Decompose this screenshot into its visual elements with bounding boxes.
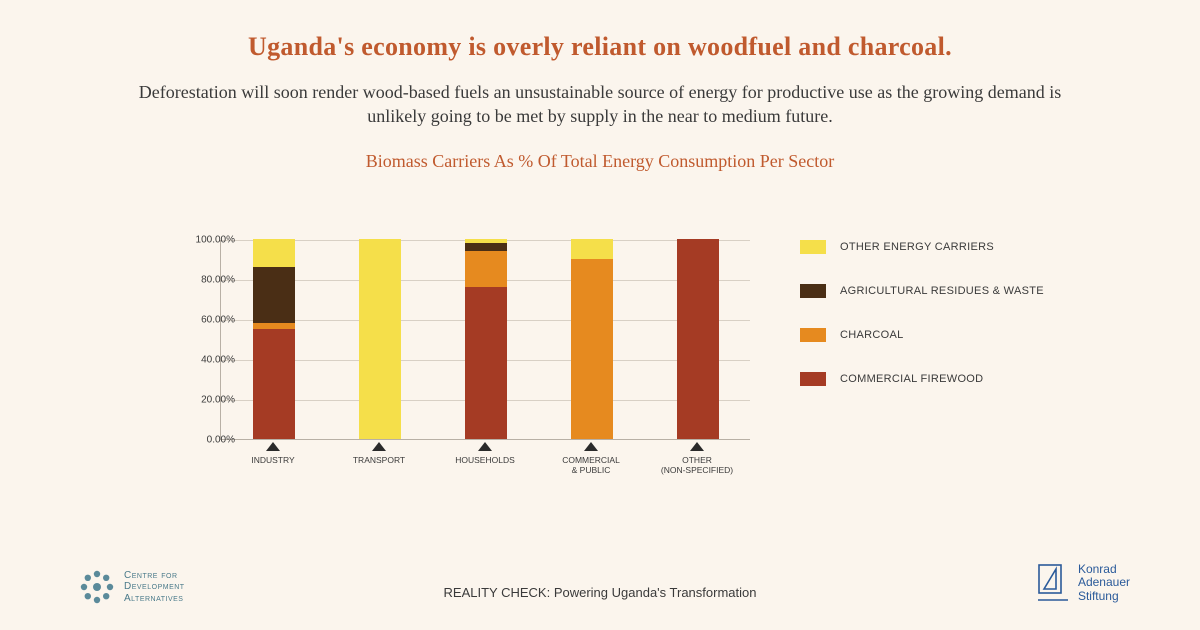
bar-segment — [253, 267, 295, 323]
bar — [253, 239, 295, 439]
x-tick-label: TRANSPORT — [334, 456, 424, 466]
chart: 0.00% 20.00% 40.00% 60.00% 80.00% 100.00% INDU… — [150, 230, 770, 500]
x-tick-marker-icon — [372, 442, 386, 451]
bar-segment — [253, 329, 295, 439]
legend-swatch — [800, 372, 826, 386]
footer: Centre for Development Alternatives REAL… — [0, 552, 1200, 612]
y-tick-label: 60.00% — [175, 315, 235, 326]
page-subtitle: Deforestation will soon render wood-base… — [0, 62, 1200, 129]
logo-kas-line3: Stiftung — [1078, 590, 1130, 604]
logo-kas-line2: Adenauer — [1078, 576, 1130, 590]
bar — [571, 239, 613, 439]
x-tick-label: OTHER(NON-SPECIFIED) — [652, 456, 742, 476]
bar-segment — [571, 259, 613, 439]
legend-label: CHARCOAL — [840, 329, 904, 341]
legend-label: AGRICULTURAL RESIDUES & WASTE — [840, 285, 1044, 297]
x-tick-marker-icon — [584, 442, 598, 451]
y-tick-label: 100.00% — [175, 235, 235, 246]
x-tick-label: COMMERCIAL& PUBLIC — [546, 456, 636, 476]
logo-cda-line3: Alternatives — [124, 593, 185, 605]
logo-cda-line1: Centre for — [124, 570, 185, 582]
x-tick-marker-icon — [266, 442, 280, 451]
logo-cda-line2: Development — [124, 581, 185, 593]
asterisk-icon — [80, 570, 114, 604]
bar — [359, 239, 401, 439]
bar-segment — [571, 239, 613, 259]
y-tick-label: 40.00% — [175, 355, 235, 366]
bar-segment — [465, 243, 507, 251]
bar-segment — [253, 239, 295, 267]
legend: OTHER ENERGY CARRIERS AGRICULTURAL RESIDU… — [800, 240, 1080, 416]
x-tick-marker-icon — [690, 442, 704, 451]
x-tick-label: INDUSTRY — [228, 456, 318, 466]
logo-cda: Centre for Development Alternatives — [80, 570, 185, 605]
y-tick-label: 80.00% — [175, 275, 235, 286]
bar-segment — [465, 287, 507, 439]
chart-title: Biomass Carriers As % Of Total Energy Co… — [0, 129, 1200, 172]
y-tick-label: 20.00% — [175, 395, 235, 406]
logo-kas: Konrad Adenauer Stiftung — [1038, 563, 1130, 604]
logo-kas-line1: Konrad — [1078, 563, 1130, 577]
legend-swatch — [800, 240, 826, 254]
legend-swatch — [800, 328, 826, 342]
legend-item: OTHER ENERGY CARRIERS — [800, 240, 1080, 254]
legend-item: CHARCOAL — [800, 328, 1080, 342]
plot-area — [220, 240, 750, 440]
bar — [465, 239, 507, 439]
x-tick-marker-icon — [478, 442, 492, 451]
bar-segment — [677, 239, 719, 439]
bar-segment — [465, 251, 507, 287]
legend-swatch — [800, 284, 826, 298]
legend-label: COMMERCIAL FIREWOOD — [840, 373, 983, 385]
legend-label: OTHER ENERGY CARRIERS — [840, 241, 994, 253]
kas-icon — [1038, 564, 1068, 602]
page-title: Uganda's economy is overly reliant on wo… — [0, 0, 1200, 62]
legend-item: AGRICULTURAL RESIDUES & WASTE — [800, 284, 1080, 298]
y-tick-label: 0.00% — [175, 435, 235, 446]
footer-text: REALITY CHECK: Powering Uganda's Transfo… — [444, 585, 757, 600]
legend-item: COMMERCIAL FIREWOOD — [800, 372, 1080, 386]
x-tick-label: HOUSEHOLDS — [440, 456, 530, 466]
bar — [677, 239, 719, 439]
bar-segment — [359, 239, 401, 439]
